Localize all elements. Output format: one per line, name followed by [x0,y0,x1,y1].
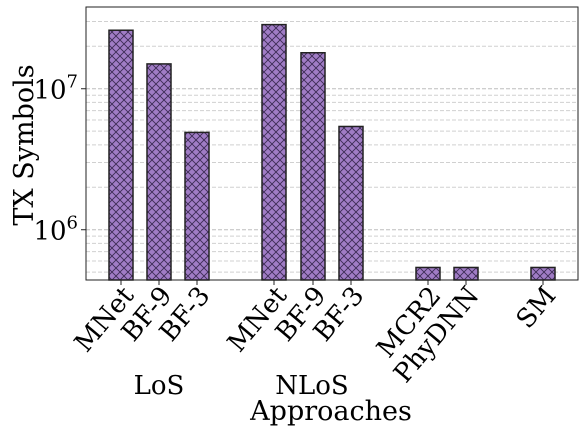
y-tick-label: 107 [33,72,78,106]
plot-frame [85,6,579,281]
y-axis-ticks: 106 107 [33,72,86,247]
x-tick-label: SM [511,281,563,334]
bar-mnet-nlos [261,23,287,281]
group-labels: LoS NLoS [134,371,349,401]
bar-mnet-los [108,29,134,281]
y-tick-label: 106 [33,213,78,247]
group-label-nlos: NLoS [275,371,348,401]
bar-bf-9-los [146,63,172,281]
bar-bf-3-los [184,131,210,281]
bar-bf-3-nlos [338,125,364,281]
y-axis-label: TX Symbols [9,64,40,225]
x-axis-label: Approaches [249,396,412,427]
bar-mcr2 [415,266,441,281]
bar-sm [530,266,556,281]
bar-bf-9-nlos [300,52,326,281]
bars [108,23,556,281]
group-label-los: LoS [134,371,185,401]
bar-phydnn [453,266,479,281]
